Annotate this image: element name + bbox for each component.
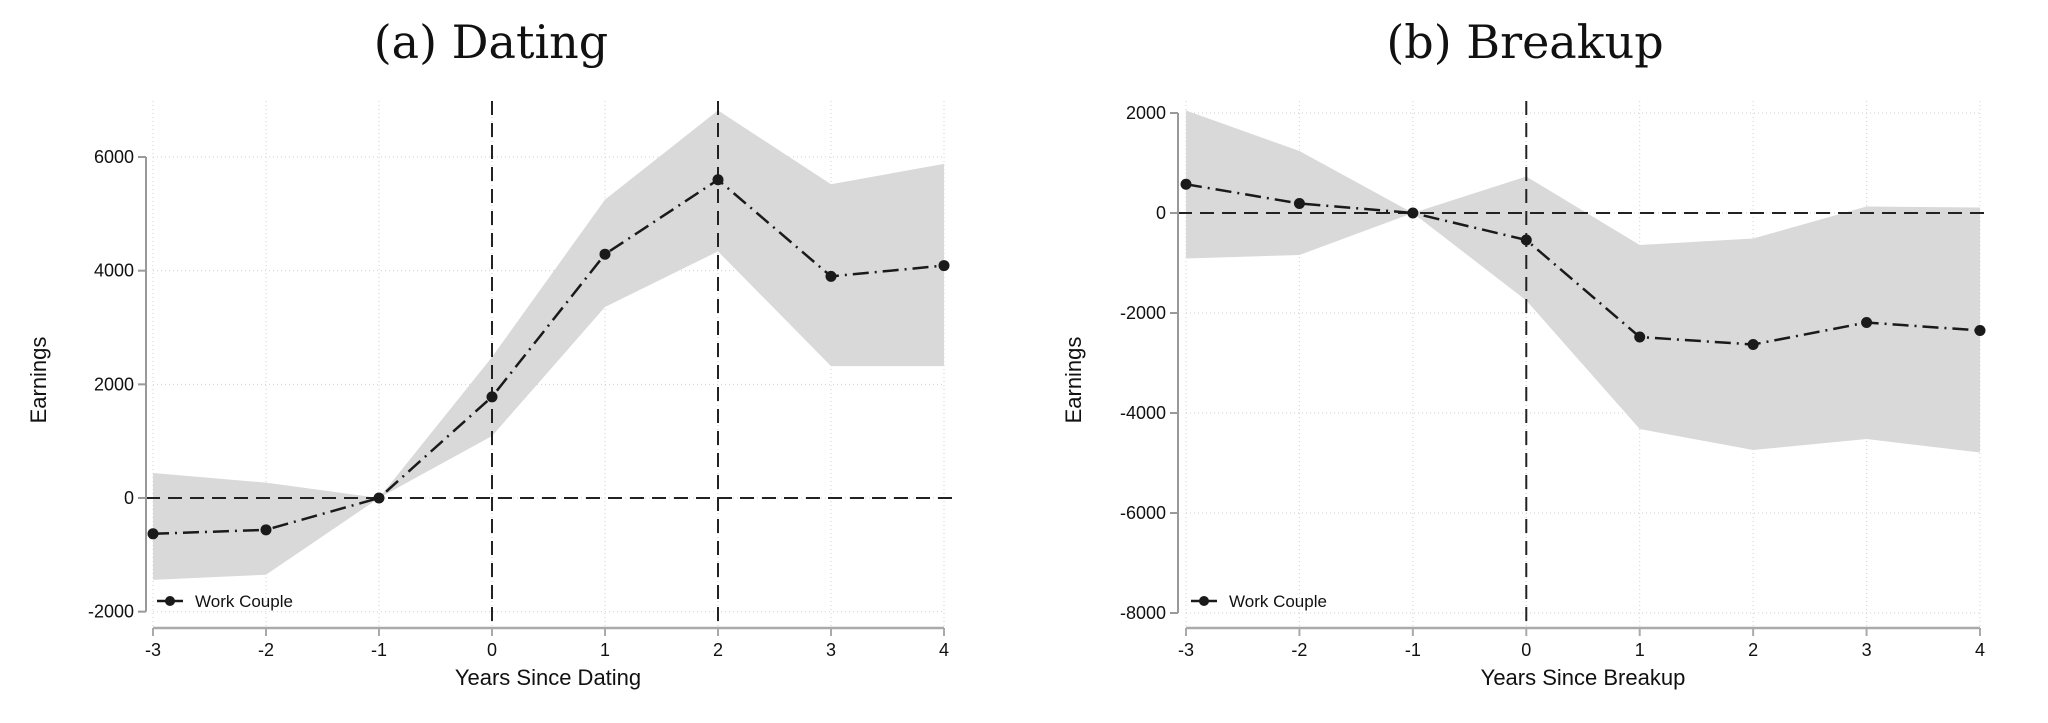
data-point [1180,178,1192,190]
x-tick-label: 0 [1521,640,1531,660]
y-tick-label: 4000 [94,261,134,281]
data-point [373,492,385,504]
data-point [1293,198,1305,209]
data-point [599,248,611,260]
data-point [1974,325,1986,336]
x-tick-label: -3 [1178,640,1194,660]
chart-panel-0: (a) Dating -2000 0 2000 4000 6000 -3 -2 -1 0 1 2 3 4 Y… [26,15,954,690]
x-tick-label: -3 [145,640,161,660]
x-tick-label: 2 [713,640,723,660]
data-point [825,270,837,282]
y-tick-label: -4000 [1120,403,1166,423]
data-point [712,174,724,186]
data-point [1407,207,1419,219]
x-tick-label: -2 [258,640,274,660]
chart-title: (b) Breakup [1386,15,1663,69]
y-tick-label: 2000 [94,374,134,394]
y-tick-label: 6000 [94,147,134,167]
y-axis-title: Earnings [26,337,51,424]
data-point [1747,339,1759,350]
series-line [1185,183,1981,346]
y-axis-title: Earnings [1061,337,1086,424]
legend: Work Couple [1191,592,1327,611]
data-point [938,260,950,272]
legend-label: Work Couple [195,592,293,611]
x-tick-label: -2 [1291,640,1307,660]
y-tick-label: 2000 [1126,103,1166,123]
data-point [1634,331,1646,343]
data-point [486,391,498,403]
chart-panel-1: (b) Breakup -8000 -6000 -4000 -2000 0 2000 -3 -2… [1061,15,1990,690]
x-tick-label: 4 [939,640,949,660]
data-point [260,524,272,536]
legend-marker-icon [1199,596,1209,606]
x-tick-label: 3 [1862,640,1872,660]
series-line [152,178,945,536]
confidence-band [153,110,944,580]
chart-title: (a) Dating [374,15,609,69]
data-point [1861,317,1873,328]
legend: Work Couple [157,592,293,611]
x-tick-label: 0 [487,640,497,660]
y-tick-label: -8000 [1120,603,1166,623]
y-tick-label: -6000 [1120,503,1166,523]
y-tick-label: -2000 [1120,303,1166,323]
y-tick-label: -2000 [88,602,134,622]
y-tick-label: 0 [1156,203,1166,223]
x-tick-label: -1 [371,640,387,660]
y-tick-label: 0 [124,488,134,508]
x-axis-title: Years Since Dating [455,665,641,690]
x-tick-label: 3 [826,640,836,660]
x-tick-label: 1 [1635,640,1645,660]
x-tick-label: -1 [1405,640,1421,660]
x-axis-title: Years Since Breakup [1481,665,1686,690]
confidence-band [1186,110,1980,453]
data-point [1520,234,1532,246]
data-point [147,528,159,540]
legend-label: Work Couple [1229,592,1327,611]
x-tick-label: 1 [600,640,610,660]
x-tick-label: 4 [1975,640,1985,660]
x-tick-label: 2 [1748,640,1758,660]
legend-marker-icon [165,596,175,606]
